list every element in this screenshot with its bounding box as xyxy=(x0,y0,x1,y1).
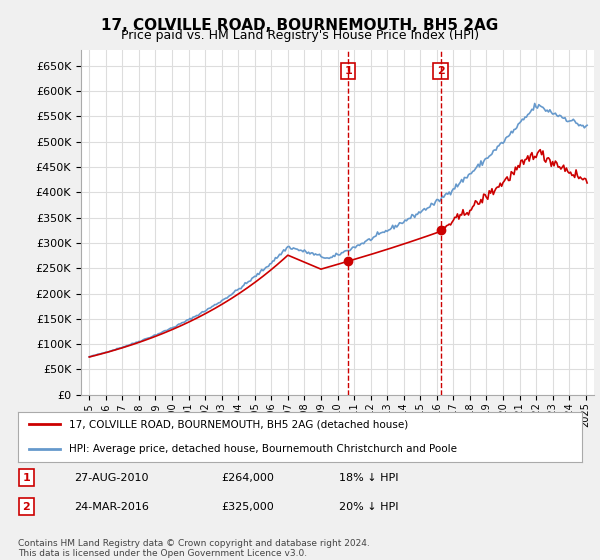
Text: 20% ↓ HPI: 20% ↓ HPI xyxy=(340,502,399,512)
Text: Contains HM Land Registry data © Crown copyright and database right 2024.
This d: Contains HM Land Registry data © Crown c… xyxy=(18,539,370,558)
Text: £264,000: £264,000 xyxy=(221,473,274,483)
Text: 27-AUG-2010: 27-AUG-2010 xyxy=(74,473,149,483)
Text: £325,000: £325,000 xyxy=(221,502,274,512)
Text: 24-MAR-2016: 24-MAR-2016 xyxy=(74,502,149,512)
Text: Price paid vs. HM Land Registry's House Price Index (HPI): Price paid vs. HM Land Registry's House … xyxy=(121,29,479,42)
Text: HPI: Average price, detached house, Bournemouth Christchurch and Poole: HPI: Average price, detached house, Bour… xyxy=(69,445,457,454)
Text: 1: 1 xyxy=(344,66,352,76)
Text: 17, COLVILLE ROAD, BOURNEMOUTH, BH5 2AG (detached house): 17, COLVILLE ROAD, BOURNEMOUTH, BH5 2AG … xyxy=(69,419,408,429)
Text: 18% ↓ HPI: 18% ↓ HPI xyxy=(340,473,399,483)
Text: 1: 1 xyxy=(23,473,31,483)
Text: 2: 2 xyxy=(23,502,31,512)
Text: 17, COLVILLE ROAD, BOURNEMOUTH, BH5 2AG: 17, COLVILLE ROAD, BOURNEMOUTH, BH5 2AG xyxy=(101,18,499,33)
Text: 2: 2 xyxy=(437,66,445,76)
